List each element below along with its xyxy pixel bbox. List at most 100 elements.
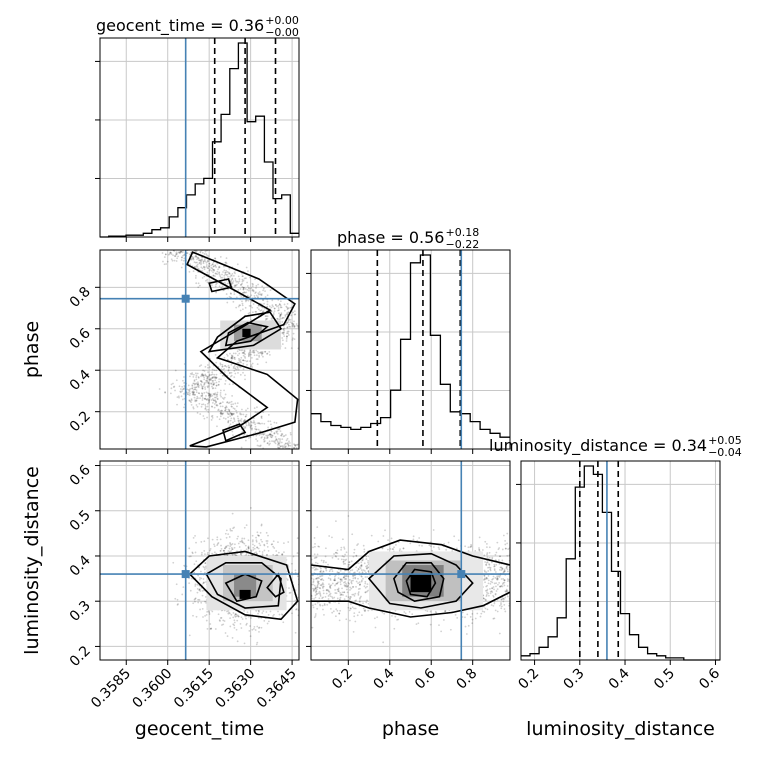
sample-point xyxy=(305,449,307,451)
sample-point xyxy=(289,326,292,328)
sample-point xyxy=(485,595,488,598)
sample-point xyxy=(232,300,235,303)
sample-point xyxy=(230,360,233,362)
sample-point xyxy=(482,578,485,581)
sample-point xyxy=(220,544,222,547)
sample-point xyxy=(205,381,207,384)
sample-point xyxy=(494,553,497,556)
sample-point xyxy=(315,593,318,596)
sample-point xyxy=(211,552,214,555)
sample-point xyxy=(169,244,171,246)
sample-point xyxy=(223,277,226,280)
sample-point xyxy=(316,568,319,571)
sample-point xyxy=(511,561,513,563)
sample-point xyxy=(196,261,198,264)
sample-point xyxy=(181,256,183,259)
sample-point xyxy=(204,404,207,406)
sample-point xyxy=(365,565,367,568)
sample-point xyxy=(498,568,501,571)
panel-geocent_time-geocent_time xyxy=(100,38,299,237)
sample-point xyxy=(218,266,221,269)
sample-point xyxy=(212,269,215,271)
sample-point xyxy=(251,366,254,368)
sample-point xyxy=(484,540,487,543)
sample-point xyxy=(223,274,226,277)
sample-point xyxy=(227,364,230,367)
sample-point xyxy=(479,615,482,618)
sample-point xyxy=(293,443,295,446)
sample-point xyxy=(242,420,245,423)
sample-point xyxy=(182,263,184,265)
sample-point xyxy=(476,612,479,615)
sample-point xyxy=(230,280,232,283)
sample-point xyxy=(246,363,248,366)
sample-point xyxy=(209,628,212,630)
sample-point xyxy=(286,306,288,309)
sample-point xyxy=(208,379,211,381)
sample-point xyxy=(226,412,229,415)
sample-point xyxy=(343,547,346,550)
sample-point xyxy=(216,542,219,545)
sample-point xyxy=(350,596,352,598)
sample-point xyxy=(225,274,228,276)
sample-point xyxy=(221,363,224,366)
sample-point xyxy=(315,588,318,591)
sample-point xyxy=(232,274,235,277)
sample-point xyxy=(200,384,203,387)
sample-point xyxy=(206,376,209,378)
sample-point xyxy=(211,414,214,417)
sample-point xyxy=(180,251,182,253)
sample-point xyxy=(284,434,287,436)
sample-point xyxy=(361,559,364,562)
sample-point xyxy=(251,427,254,430)
sample-point xyxy=(188,394,191,397)
sample-point xyxy=(357,543,359,545)
sample-point xyxy=(250,364,253,366)
sample-point xyxy=(291,322,293,325)
sample-point xyxy=(231,395,234,397)
sample-point xyxy=(253,354,256,357)
sample-point xyxy=(197,601,200,604)
sample-point xyxy=(273,307,276,310)
sample-point xyxy=(236,365,238,368)
sample-point xyxy=(432,546,435,548)
plot-data xyxy=(100,38,720,661)
sample-point xyxy=(291,337,294,340)
sample-point xyxy=(249,625,251,627)
sample-point xyxy=(210,627,212,630)
sample-point xyxy=(255,294,258,297)
sample-point xyxy=(250,424,253,427)
sample-point xyxy=(501,548,504,551)
sample-point xyxy=(215,377,218,380)
sample-point xyxy=(202,262,205,265)
sample-point xyxy=(233,408,236,410)
sample-point xyxy=(256,363,259,366)
sample-point xyxy=(288,325,291,328)
sample-point xyxy=(255,287,257,289)
sample-point xyxy=(353,548,356,551)
sample-point xyxy=(487,579,490,582)
sample-point xyxy=(277,446,280,449)
sample-point xyxy=(221,365,224,368)
sample-point xyxy=(191,391,194,394)
sample-point xyxy=(228,410,231,413)
sample-point xyxy=(219,410,221,412)
sample-point xyxy=(252,290,255,293)
sample-point xyxy=(238,352,241,355)
sample-point xyxy=(199,413,202,415)
sample-point xyxy=(320,559,323,562)
sample-point xyxy=(490,561,493,564)
sample-point xyxy=(443,543,446,545)
sample-point xyxy=(486,591,488,594)
sample-point xyxy=(341,591,344,594)
sample-point xyxy=(243,418,246,421)
sample-point xyxy=(315,567,317,570)
sample-point xyxy=(196,587,199,590)
sample-point xyxy=(230,357,233,360)
sample-point xyxy=(282,331,285,334)
sample-point xyxy=(482,597,485,600)
sample-point xyxy=(233,553,236,556)
sample-point xyxy=(245,623,248,626)
sample-point xyxy=(218,380,220,383)
sample-point xyxy=(240,616,243,619)
